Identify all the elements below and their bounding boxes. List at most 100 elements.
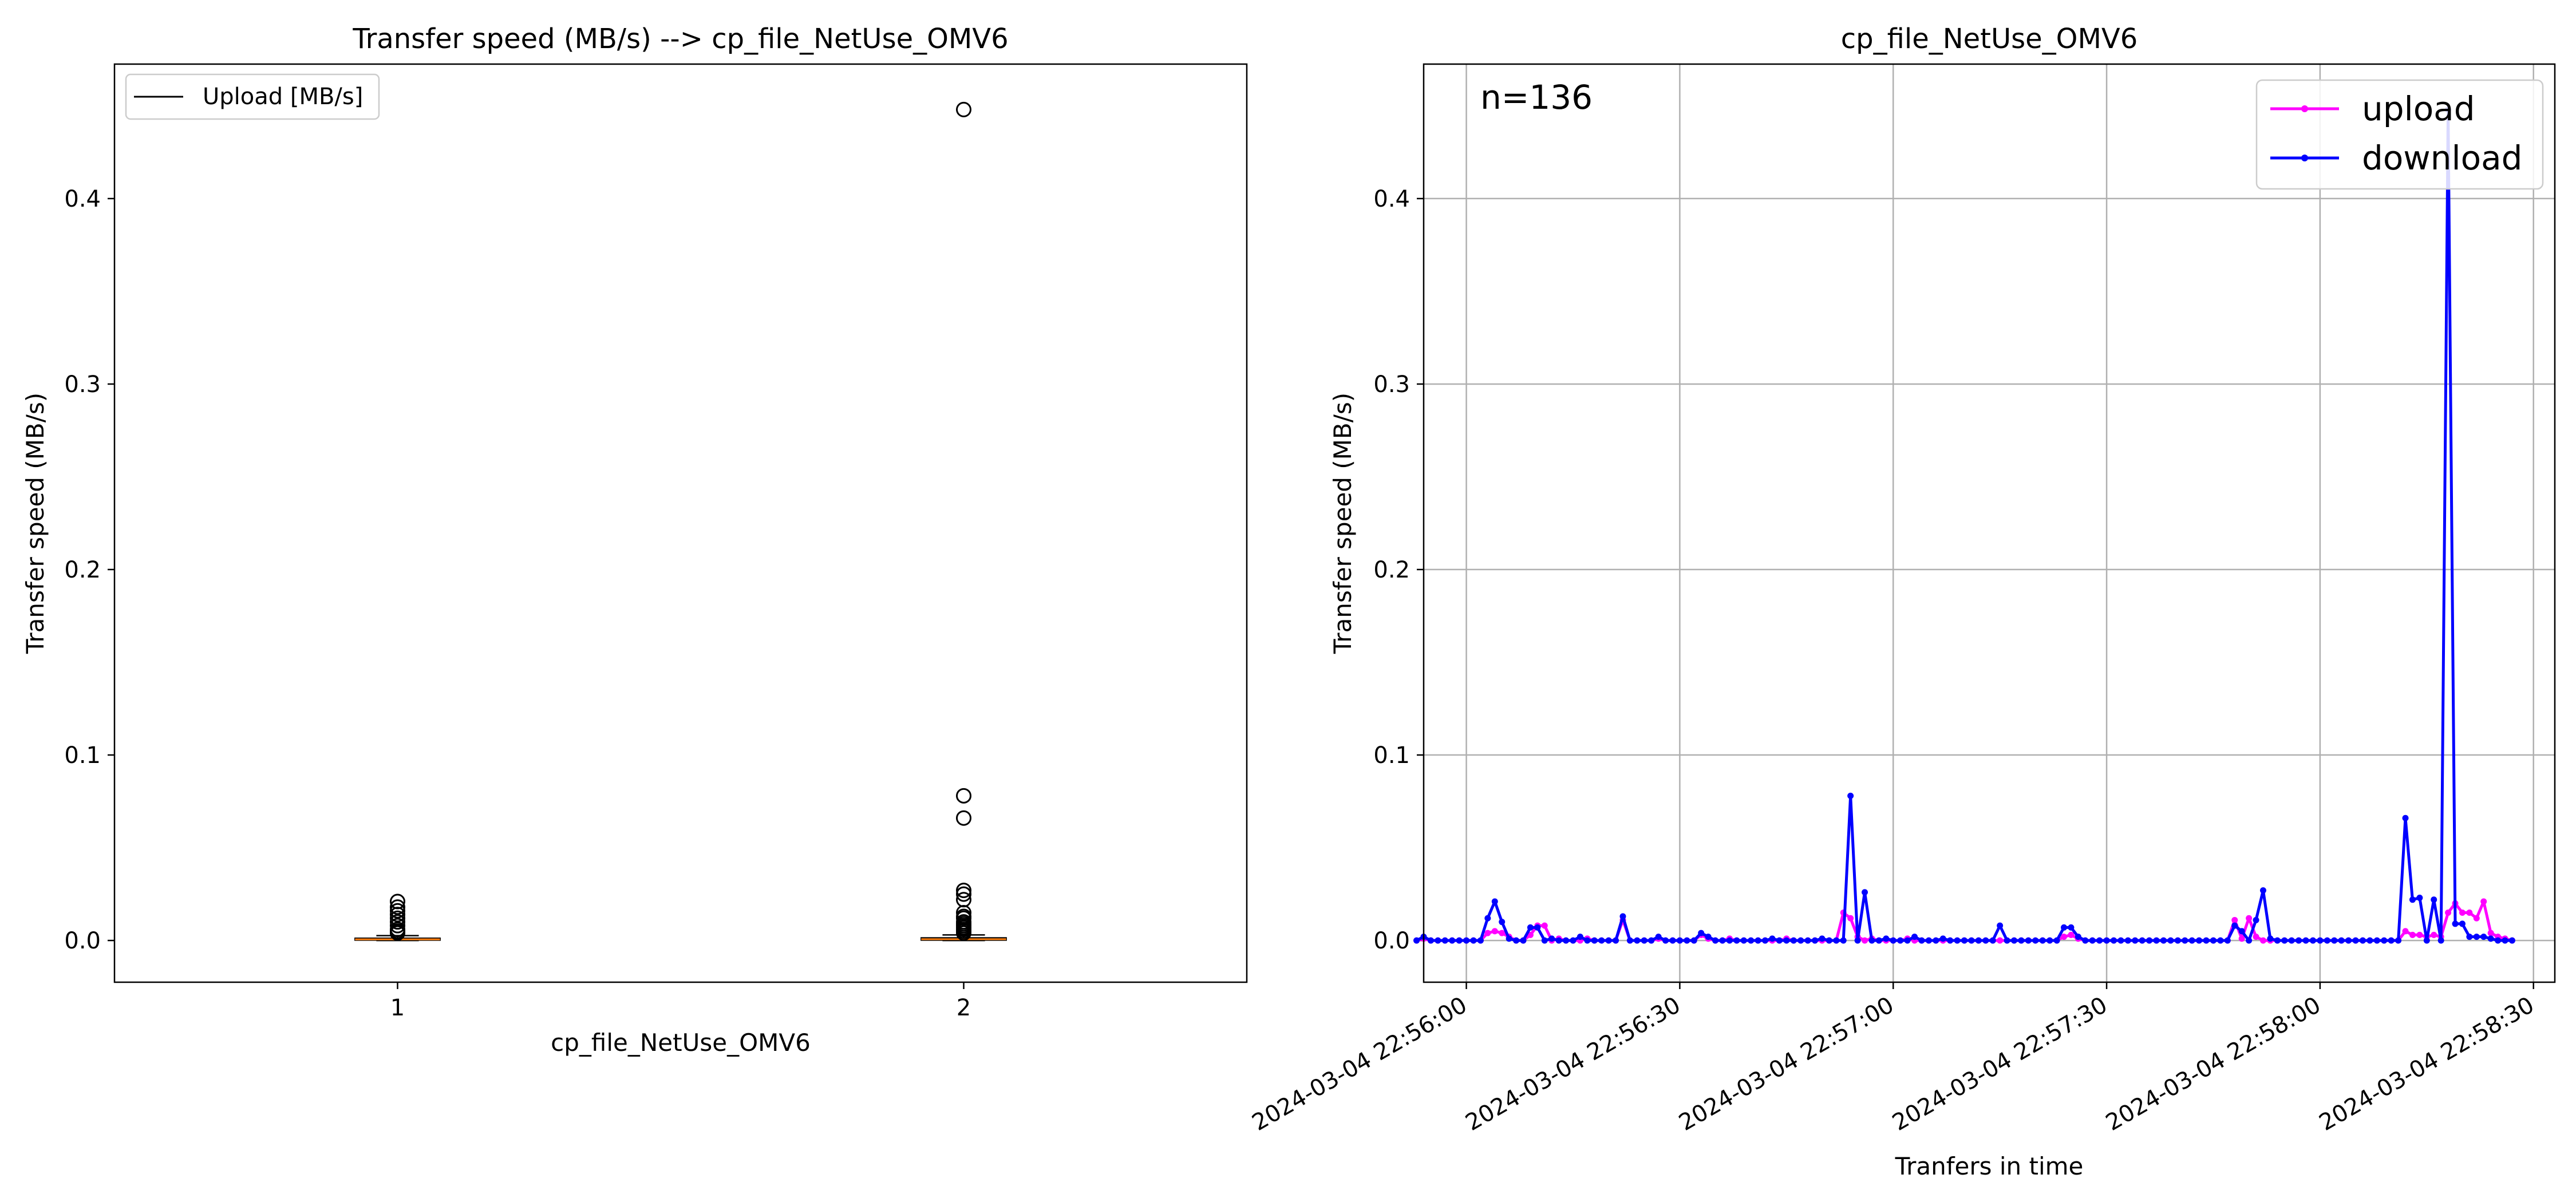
- box-outlier: [390, 899, 405, 915]
- series-point-download: [1676, 937, 1683, 944]
- series-point-download: [1947, 937, 1954, 944]
- series-point-download: [2046, 937, 2053, 944]
- series-point-upload: [1847, 915, 1854, 922]
- series-point-download: [1477, 937, 1484, 944]
- series-line-download: [1416, 108, 2512, 942]
- right-x-tick-label: 2024-03-04 22:56:30: [1461, 992, 1685, 1136]
- series-point-download: [1613, 937, 1619, 944]
- series-point-download: [1413, 937, 1420, 944]
- series-point-download: [2238, 928, 2245, 935]
- series-point-download: [1740, 937, 1747, 944]
- series-point-upload: [2231, 916, 2238, 923]
- right-x-tick-label: 2024-03-04 22:57:30: [1888, 992, 2112, 1136]
- series-point-download: [1833, 937, 1840, 944]
- series-point-download: [2437, 937, 2444, 944]
- series-point-download: [1662, 937, 1669, 944]
- series-point-download: [2060, 924, 2067, 931]
- series-point-download: [1626, 937, 1633, 944]
- series-point-download: [2174, 937, 2181, 944]
- series-point-download: [1527, 924, 1534, 931]
- series-point-download: [1890, 937, 1897, 944]
- series-point-upload: [2480, 898, 2487, 905]
- series-point-download: [1918, 937, 1925, 944]
- series-point-download: [1591, 937, 1598, 944]
- series-point-download: [1520, 937, 1527, 944]
- series-point-download: [1769, 935, 1776, 942]
- series-point-download: [1605, 937, 1612, 944]
- right-legend-label: upload: [2362, 89, 2475, 128]
- series-point-download: [1712, 937, 1719, 944]
- series-point-download: [2032, 937, 2039, 944]
- series-point-download: [1541, 937, 1548, 944]
- box-outlier: [390, 925, 405, 941]
- series-point-download: [1826, 937, 1832, 944]
- series-point-download: [2495, 937, 2502, 944]
- series-point-download: [1897, 937, 1904, 944]
- series-point-download: [2132, 937, 2139, 944]
- series-point-download: [2025, 937, 2032, 944]
- right-x-tick-label: 2024-03-04 22:58:00: [2101, 992, 2325, 1136]
- series-point-download: [1669, 937, 1676, 944]
- series-point-download: [2416, 895, 2423, 902]
- series-point-download: [2288, 937, 2295, 944]
- series-point-upload: [2060, 934, 2067, 940]
- boxplot-chart: Transfer speed (MB/s) --> cp_file_NetUse…: [21, 23, 1248, 1057]
- series-point-download: [1584, 937, 1591, 944]
- series-point-download: [1491, 898, 1498, 905]
- series-point-download: [1634, 937, 1641, 944]
- right-plot-frame: [1423, 63, 2556, 983]
- series-point-download: [1989, 937, 1996, 944]
- series-point-download: [2359, 937, 2366, 944]
- series-point-download: [1499, 919, 1506, 926]
- series-point-download: [1655, 934, 1662, 940]
- series-point-download: [1641, 937, 1647, 944]
- series-point-download: [2210, 937, 2217, 944]
- series-point-download: [2231, 922, 2238, 929]
- series-point-download: [2146, 937, 2153, 944]
- right-legend: upload download: [2255, 79, 2544, 190]
- right-x-tick-label: 2024-03-04 22:56:00: [1248, 992, 1472, 1136]
- series-point-download: [1933, 937, 1939, 944]
- series-point-download: [2018, 937, 2025, 944]
- series-point-download: [1748, 937, 1755, 944]
- series-point-download: [1506, 935, 1512, 942]
- series-point-download: [2502, 937, 2508, 944]
- series-point-download: [2338, 937, 2345, 944]
- series-point-download: [1819, 935, 1826, 942]
- box-outlier: [956, 886, 971, 902]
- series-point-download: [1783, 937, 1790, 944]
- right-legend-marker: [2301, 155, 2308, 161]
- series-point-download: [2388, 937, 2395, 944]
- series-point-upload: [1541, 922, 1548, 929]
- box-outlier: [390, 903, 405, 919]
- series-point-download: [1868, 937, 1875, 944]
- series-point-download: [2281, 937, 2288, 944]
- series-point-download: [1911, 934, 1918, 940]
- series-point-download: [2153, 937, 2160, 944]
- series-point-download: [2373, 937, 2380, 944]
- series-point-download: [1719, 937, 1726, 944]
- series-point-download: [1762, 937, 1769, 944]
- series-point-download: [2381, 937, 2388, 944]
- right-y-tick-label: 0.4: [1373, 186, 1410, 212]
- left-chart-title: Transfer speed (MB/s) --> cp_file_NetUse…: [352, 23, 1008, 55]
- series-point-download: [1619, 913, 1626, 920]
- sample-count-annotation: n=136: [1480, 78, 1593, 117]
- series-point-download: [1690, 937, 1697, 944]
- series-point-upload: [2431, 931, 2437, 938]
- series-point-upload: [2259, 937, 2266, 944]
- series-point-download: [1705, 934, 1712, 940]
- series-point-download: [1449, 937, 1456, 944]
- series-point-download: [1790, 937, 1797, 944]
- series-point-download: [2196, 937, 2203, 944]
- series-point-download: [1484, 915, 1491, 922]
- series-point-download: [2402, 814, 2409, 821]
- left-y-axis-label: Transfer speed (MB/s): [21, 393, 49, 654]
- series-point-download: [1776, 937, 1783, 944]
- box-outlier: [390, 907, 405, 923]
- series-point-download: [1555, 937, 1562, 944]
- series-point-download: [2117, 937, 2124, 944]
- series-point-download: [2508, 937, 2515, 944]
- series-point-download: [1577, 934, 1583, 940]
- series-point-download: [1698, 930, 1705, 936]
